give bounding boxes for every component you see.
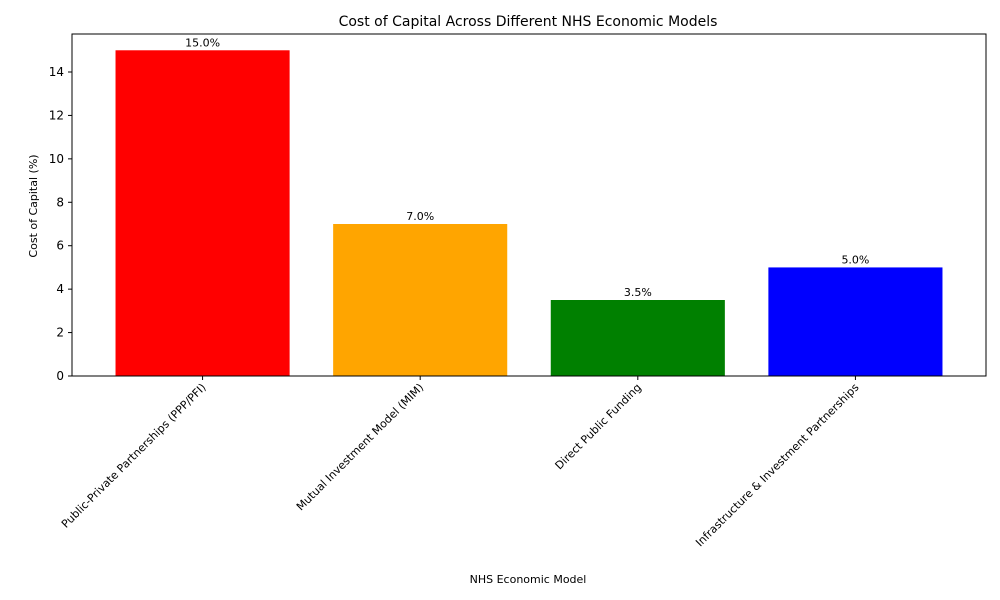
y-tick-label: 4 — [56, 282, 64, 296]
y-tick-label: 14 — [49, 65, 64, 79]
bar — [333, 224, 508, 376]
x-tick-label: Infrastructure & Investment Partnerships — [693, 381, 862, 550]
bar — [768, 267, 943, 376]
x-tick-label: Public-Private Partnerships (PPP/PFI) — [59, 381, 209, 531]
data-label: 15.0% — [185, 36, 220, 49]
y-tick-label: 12 — [49, 108, 64, 122]
y-axis-label: Cost of Capital (%) — [27, 154, 40, 257]
data-label: 5.0% — [841, 253, 869, 266]
y-tick-label: 8 — [56, 195, 64, 209]
x-tick-label: Mutual Investment Model (MIM) — [294, 381, 426, 513]
x-axis-label: NHS Economic Model — [470, 573, 587, 586]
plot-frame — [71, 33, 987, 377]
x-tick-label: Direct Public Funding — [553, 381, 644, 472]
data-label: 7.0% — [406, 210, 434, 223]
y-tick-label: 0 — [56, 369, 64, 383]
chart-title: Cost of Capital Across Different NHS Eco… — [339, 14, 718, 30]
plot-area: 15.0% 7.0% 3.5% 5.0% 0 2 4 6 8 10 12 14 Public-Priva… — [49, 33, 987, 550]
bar — [115, 50, 290, 377]
y-tick-label: 10 — [49, 152, 64, 166]
data-label: 3.5% — [624, 286, 652, 299]
y-tick-label: 6 — [56, 239, 64, 253]
bar — [550, 300, 725, 376]
y-tick-label: 2 — [56, 326, 64, 340]
